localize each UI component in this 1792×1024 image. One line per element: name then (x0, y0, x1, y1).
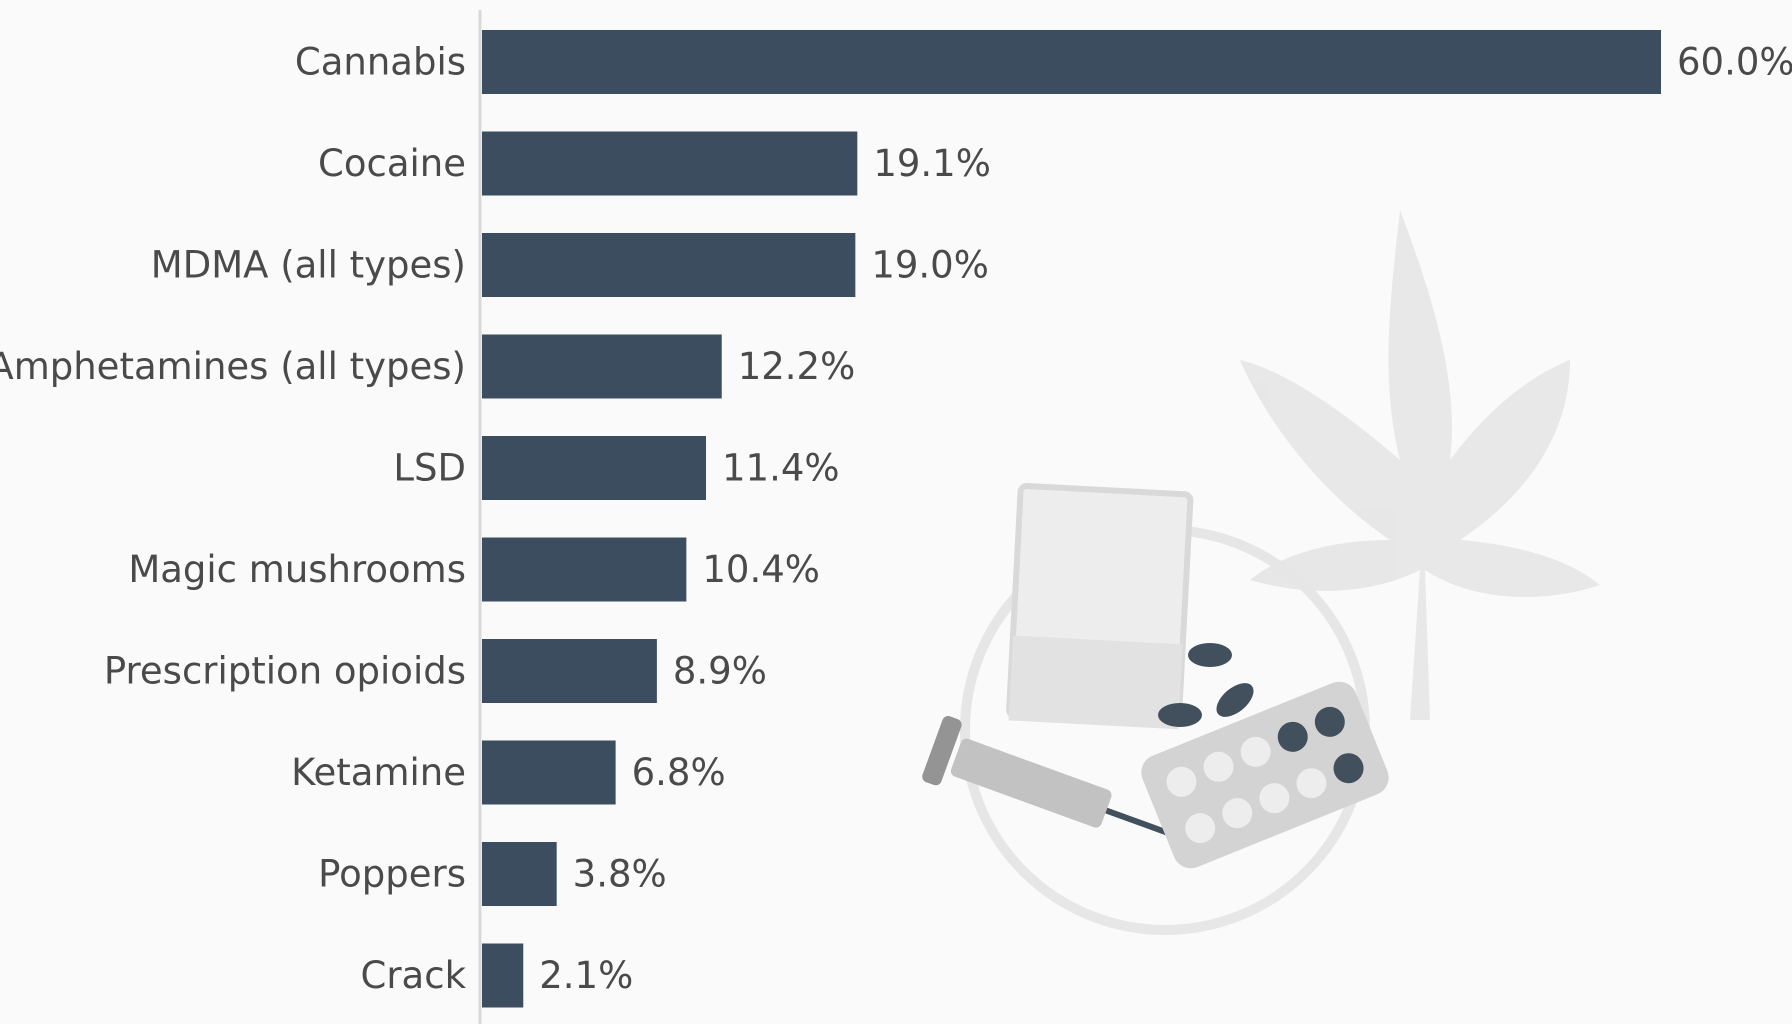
bar (482, 537, 687, 602)
category-label: Cannabis (295, 41, 466, 84)
bar (482, 233, 856, 297)
category-label: Magic mushrooms (128, 548, 466, 591)
value-label: 8.9% (673, 650, 767, 693)
value-label: 60.0% (1677, 41, 1792, 84)
blister-pack (1141, 681, 1389, 869)
bar (482, 30, 1661, 94)
value-label: 2.1% (539, 954, 633, 997)
powder (1008, 635, 1183, 730)
pill (1158, 703, 1202, 727)
value-label: 19.0% (871, 244, 989, 287)
pill (1188, 643, 1232, 667)
bar (482, 639, 657, 703)
value-label: 3.8% (573, 853, 667, 896)
category-label: Prescription opioids (104, 650, 466, 693)
bar (482, 436, 707, 500)
category-label: Cocaine (318, 142, 466, 185)
value-label: 6.8% (632, 751, 726, 794)
illustration (922, 210, 1600, 935)
category-label: LSD (393, 447, 466, 490)
value-label: 11.4% (722, 447, 840, 490)
bar (482, 131, 858, 196)
category-label: Amphetamines (all types) (0, 345, 466, 388)
category-label: Crack (361, 954, 467, 997)
pill (1216, 683, 1254, 717)
bar (482, 842, 557, 906)
value-label: 19.1% (873, 142, 991, 185)
category-label: Poppers (318, 853, 466, 896)
bar (482, 740, 616, 805)
bar (482, 943, 524, 1008)
leaf (1240, 210, 1600, 720)
value-label: 12.2% (738, 345, 856, 388)
value-label: 10.4% (702, 548, 820, 591)
bar (482, 334, 722, 399)
category-label: Ketamine (291, 751, 466, 794)
category-label: MDMA (all types) (151, 244, 466, 287)
